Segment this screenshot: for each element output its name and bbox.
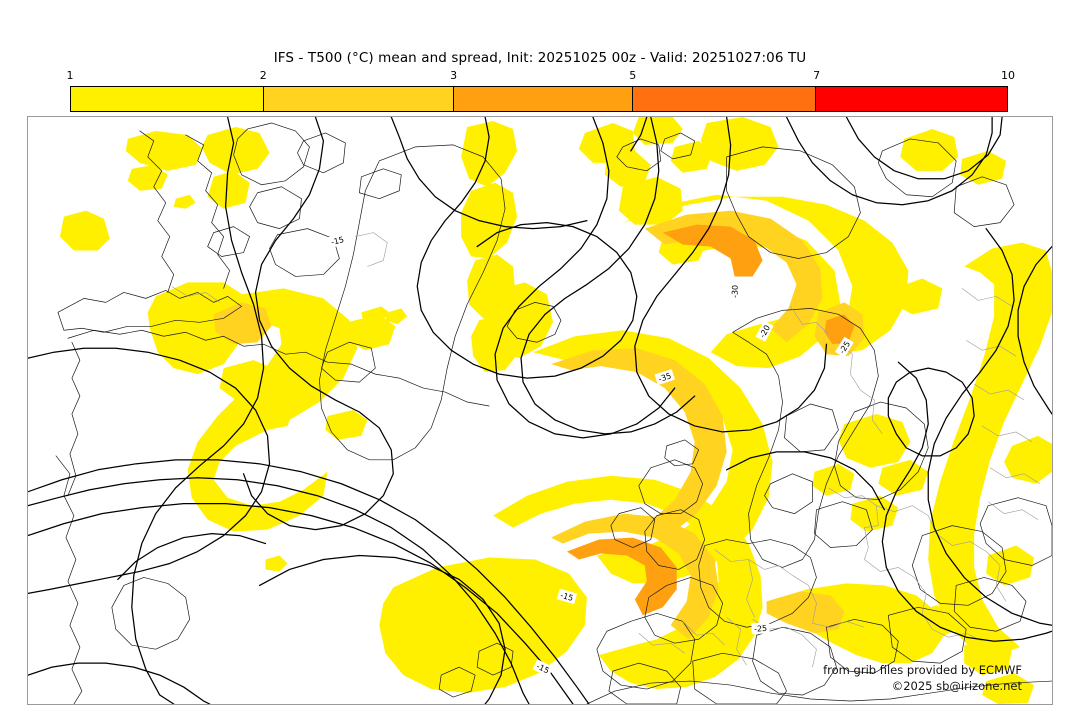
spread-band-3-5 <box>566 224 855 616</box>
contour-label--15: -15 <box>532 659 554 677</box>
contour-label-halo <box>755 320 774 342</box>
colorbar-tick-1: 1 <box>66 69 74 82</box>
colorbar-tick-7: 7 <box>813 69 821 82</box>
page-title: IFS - T500 (°C) mean and spread, Init: 2… <box>273 50 807 66</box>
contour-label-halo <box>327 233 348 249</box>
contour-label--35: -35 <box>654 369 675 386</box>
spread-shading-layer <box>59 117 1052 704</box>
contour-label--20: -20 <box>755 320 774 342</box>
contour-label-text: -35 <box>657 371 672 384</box>
contour-label-halo <box>728 282 741 301</box>
contour-label-text: -15 <box>330 235 345 247</box>
colorbar-segment-5-7 <box>632 87 817 111</box>
colorbar-tick-3: 3 <box>450 69 458 82</box>
contour-label-halo <box>556 588 578 605</box>
map-frame: -15-30-35-20-25-25-15-15-10 from grib fi… <box>27 116 1053 705</box>
contour-label-halo <box>654 369 675 386</box>
colorbar-tick-10: 10 <box>1001 69 1015 82</box>
contour-label-halo <box>751 622 770 635</box>
contour-label-halo <box>834 336 854 358</box>
spread-band-1-2 <box>59 117 1052 704</box>
contour-label--25: -25 <box>751 622 770 635</box>
spread-colorbar: 1 2 3 5 7 10 <box>67 69 1015 112</box>
contour-label-text: -15 <box>559 591 574 603</box>
colorbar-segment-7-10 <box>816 87 1007 111</box>
contour-label--30: -30 <box>728 282 741 301</box>
contour-label-halo <box>532 659 554 677</box>
colorbar-strip <box>70 86 1008 112</box>
contour-label-layer: -15-30-35-20-25-25-15-15-10 <box>327 233 854 677</box>
colorbar-segment-2-3 <box>263 87 454 111</box>
colorbar-tick-5: 5 <box>629 69 637 82</box>
colorbar-tick-2: 2 <box>259 69 267 82</box>
country-borders-layer <box>171 232 1041 668</box>
colorbar-segment-3-5 <box>453 87 633 111</box>
colorbar-tick-labels: 1 2 3 5 7 10 <box>66 68 1016 84</box>
map-canvas: -15-30-35-20-25-25-15-15-10 <box>28 117 1052 704</box>
contour-label-text: -25 <box>754 624 767 634</box>
contour-label--15: -15 <box>556 588 578 605</box>
contour-label--15: -15 <box>327 233 348 249</box>
contour-label-text: -30 <box>730 285 739 298</box>
contour-layer <box>28 117 1052 704</box>
colorbar-segment-1-2 <box>71 87 264 111</box>
